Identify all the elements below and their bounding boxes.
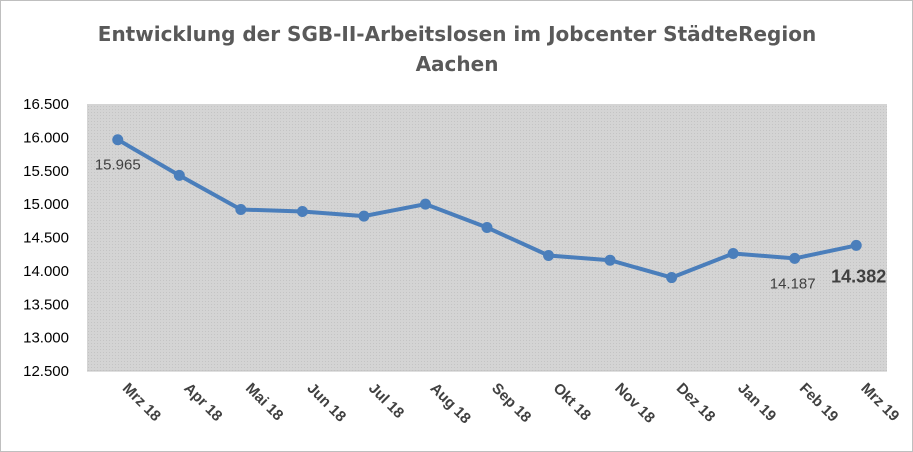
x-axis-ticks: Mrz 18 Apr 18 Mai 18 Jun 18 Jul 18 Aug 18 Sep … bbox=[119, 380, 902, 427]
y-tick-label: 16.500 bbox=[23, 96, 69, 113]
series-group bbox=[112, 134, 862, 284]
y-axis-ticks: 12.500 13.000 13.500 14.000 14.500 15.000 15.5… bbox=[23, 96, 69, 380]
chart-title-line-2: Aachen bbox=[416, 52, 499, 76]
y-tick-label: 16.000 bbox=[23, 129, 69, 146]
x-tick-label: Nov 18 bbox=[611, 380, 658, 427]
data-point bbox=[419, 198, 431, 210]
y-tick-label: 14.500 bbox=[23, 230, 69, 247]
y-tick-label: 13.500 bbox=[23, 296, 69, 313]
y-tick-label: 12.500 bbox=[23, 363, 69, 380]
data-point bbox=[789, 252, 801, 264]
data-point bbox=[235, 203, 247, 215]
data-label: 14.382 bbox=[831, 266, 886, 286]
data-point bbox=[850, 239, 862, 251]
data-point bbox=[604, 254, 616, 266]
data-point bbox=[173, 169, 185, 181]
data-label: 15.965 bbox=[95, 157, 141, 174]
x-tick-label: Mrz 19 bbox=[857, 380, 902, 425]
data-point bbox=[112, 134, 124, 146]
x-tick-label: Apr 18 bbox=[180, 380, 225, 425]
x-tick-label: Dez 18 bbox=[673, 380, 719, 426]
data-point bbox=[727, 248, 739, 260]
x-tick-label: Mrz 18 bbox=[119, 380, 164, 425]
x-tick-label: Jun 18 bbox=[304, 380, 350, 426]
x-tick-label: Mai 18 bbox=[242, 380, 286, 424]
plot-area bbox=[87, 104, 887, 371]
x-tick-label: Jul 18 bbox=[365, 380, 407, 422]
data-point bbox=[666, 272, 678, 284]
chart-title-line-1: Entwicklung der SGB-II-Arbeitslosen im J… bbox=[98, 22, 816, 46]
y-tick-label: 13.000 bbox=[23, 330, 69, 347]
data-point bbox=[296, 205, 308, 217]
y-tick-label: 15.500 bbox=[23, 163, 69, 180]
y-tick-label: 15.000 bbox=[23, 196, 69, 213]
y-tick-label: 14.000 bbox=[23, 263, 69, 280]
x-tick-label: Feb 19 bbox=[796, 380, 842, 426]
data-labels: 15.965 14.187 14.382 bbox=[95, 157, 886, 293]
data-point bbox=[358, 210, 370, 222]
x-tick-label: Aug 18 bbox=[427, 380, 474, 427]
x-tick-label: Jan 19 bbox=[734, 380, 779, 425]
data-point bbox=[481, 221, 493, 233]
data-point bbox=[543, 250, 555, 262]
data-label: 14.187 bbox=[770, 275, 816, 292]
x-tick-label: Okt 18 bbox=[550, 380, 594, 424]
x-tick-label: Sep 18 bbox=[488, 380, 534, 426]
